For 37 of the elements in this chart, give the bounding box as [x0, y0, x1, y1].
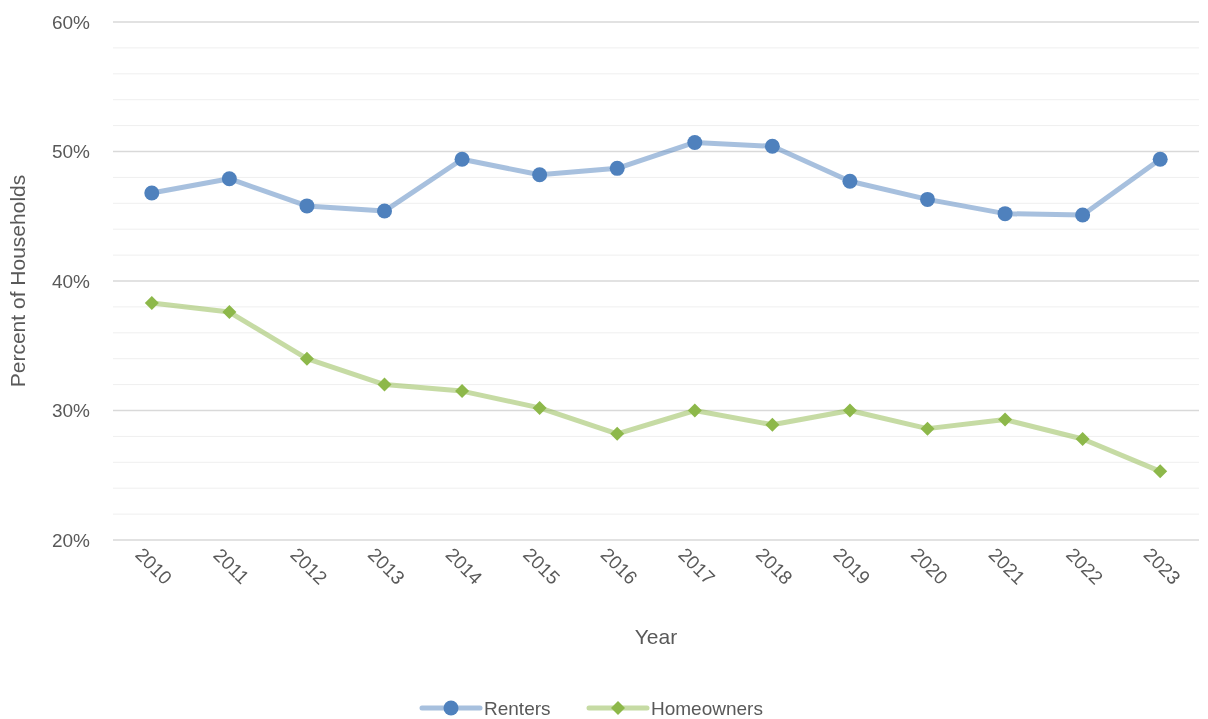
point	[610, 426, 625, 441]
y-axis-title: Percent of Households	[6, 174, 29, 388]
point	[532, 167, 548, 183]
point	[532, 400, 547, 415]
y-tick-label: 40%	[51, 270, 91, 292]
point	[299, 351, 314, 366]
point	[920, 421, 935, 436]
point	[609, 160, 625, 176]
point	[299, 198, 315, 214]
legend-label: Renters	[484, 698, 551, 719]
point	[1075, 431, 1090, 446]
point	[764, 138, 780, 154]
point	[842, 403, 857, 418]
point	[454, 151, 470, 167]
point	[997, 206, 1013, 222]
point	[687, 403, 702, 418]
y-tick-label: 50%	[51, 141, 91, 163]
point	[144, 185, 160, 201]
point	[1153, 464, 1168, 479]
point	[1075, 207, 1091, 223]
x-axis-title: Year	[634, 625, 678, 648]
point	[455, 384, 470, 399]
y-tick-label: 20%	[51, 529, 91, 551]
y-tick-label: 60%	[51, 11, 91, 33]
point	[998, 412, 1013, 427]
point	[222, 305, 237, 320]
point	[377, 203, 392, 219]
point	[920, 191, 935, 207]
point	[221, 171, 237, 187]
point	[1152, 151, 1168, 167]
point	[144, 296, 159, 311]
point	[842, 173, 858, 189]
y-tick-label: 30%	[51, 400, 91, 422]
point	[687, 134, 703, 150]
point	[377, 377, 392, 392]
legend-label: Homeowners	[651, 698, 763, 719]
point	[765, 417, 780, 432]
